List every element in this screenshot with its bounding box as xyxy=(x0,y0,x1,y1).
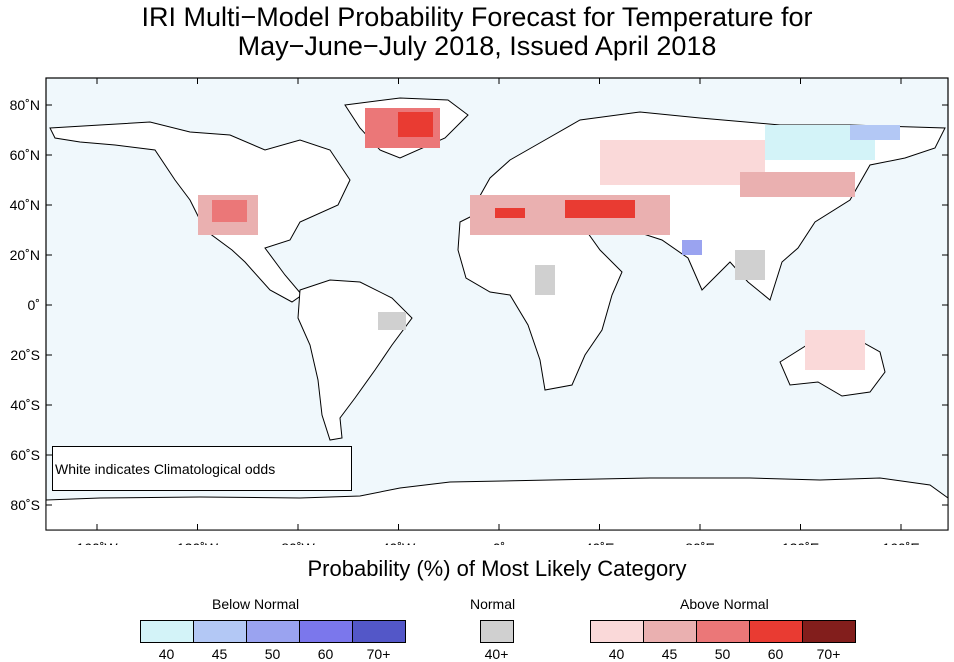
legend-swatch xyxy=(140,620,194,643)
climatology-note-text: White indicates Climatological odds xyxy=(55,461,276,477)
antarctica-landmass xyxy=(45,477,949,531)
legend-swatch xyxy=(193,620,247,643)
legend-tick-label: 40 xyxy=(158,646,175,662)
normal-label: Normal xyxy=(470,596,516,612)
lon-tick-label: 80˚E xyxy=(685,540,715,545)
legend-swatch xyxy=(246,620,300,643)
patch-normal xyxy=(535,265,555,295)
legend-tick-label: 50 xyxy=(264,646,281,662)
legend-tick-label: 50 xyxy=(714,646,731,662)
lon-tick-label: 0˚ xyxy=(493,540,505,545)
patch-above xyxy=(495,208,525,218)
patch-above xyxy=(565,200,635,218)
patch-above xyxy=(740,172,855,197)
map-title-line2: May−June−July 2018, Issued April 2018 xyxy=(237,31,717,61)
legend-tick-label: 70+ xyxy=(816,646,841,662)
lat-tick-label: 60˚N xyxy=(10,147,40,163)
lat-tick-label: 0˚ xyxy=(28,297,40,313)
lat-tick-label: 80˚S xyxy=(10,497,40,513)
lon-tick-label: 160˚E xyxy=(882,540,919,545)
legend-swatch xyxy=(696,620,750,643)
legend-swatch xyxy=(352,620,406,643)
lon-tick-label: 40˚E xyxy=(585,540,615,545)
lat-tick-label: 80˚N xyxy=(10,97,40,113)
lon-tick-label: 40˚W xyxy=(382,540,416,545)
patch-above xyxy=(805,330,865,370)
legend-tick-label: 45 xyxy=(211,646,228,662)
lat-tick-label: 20˚S xyxy=(10,347,40,363)
patch-normal xyxy=(378,312,406,330)
map-title-line1: IRI Multi−Model Probability Forecast for… xyxy=(141,2,813,32)
anomaly-patches xyxy=(198,108,900,370)
patch-above xyxy=(600,140,765,185)
above-normal-label: Above Normal xyxy=(680,596,769,612)
lon-tick-label: 160˚W xyxy=(76,540,118,545)
climatology-note-box: White indicates Climatological odds xyxy=(52,446,352,491)
patch-below xyxy=(682,240,702,255)
legend-tick-label: 60 xyxy=(317,646,334,662)
forecast-map: 80˚N 60˚N 40˚N 20˚N 0˚ 20˚S 40˚S 60˚S 80˚S 160˚W… xyxy=(10,77,949,545)
lat-tick-label: 60˚S xyxy=(10,447,40,463)
lat-tick-label: 40˚S xyxy=(10,397,40,413)
legend-tick-label: 45 xyxy=(661,646,678,662)
lat-tick-label: 40˚N xyxy=(10,197,40,213)
patch-below xyxy=(850,125,900,140)
patch-above xyxy=(212,200,247,222)
legend-swatch xyxy=(299,620,353,643)
below-normal-label: Below Normal xyxy=(212,596,300,612)
patch-normal xyxy=(735,250,765,280)
legend-tick-label: 40+ xyxy=(484,646,509,662)
lon-tick-label: 80˚W xyxy=(281,540,315,545)
legend-swatch xyxy=(749,620,803,643)
legend-swatch xyxy=(480,620,514,643)
legend-swatch xyxy=(643,620,697,643)
legend-tick-label: 70+ xyxy=(366,646,391,662)
legend-tick-label: 40 xyxy=(608,646,625,662)
lat-tick-label: 20˚N xyxy=(10,247,40,263)
legend-title: Probability (%) of Most Likely Category xyxy=(307,556,687,581)
legend-swatch xyxy=(802,620,856,643)
legend-tick-label: 60 xyxy=(767,646,784,662)
lon-axis: 160˚W 120˚W 80˚W 40˚W 0˚ 40˚E 80˚E 120˚E 160˚E xyxy=(76,78,920,545)
lat-axis: 80˚N 60˚N 40˚N 20˚N 0˚ 20˚S 40˚S 60˚S 80˚S xyxy=(10,97,948,513)
lon-tick-label: 120˚W xyxy=(177,540,219,545)
patch-above xyxy=(398,112,433,137)
lon-tick-label: 120˚E xyxy=(782,540,819,545)
legend-swatch xyxy=(590,620,644,643)
